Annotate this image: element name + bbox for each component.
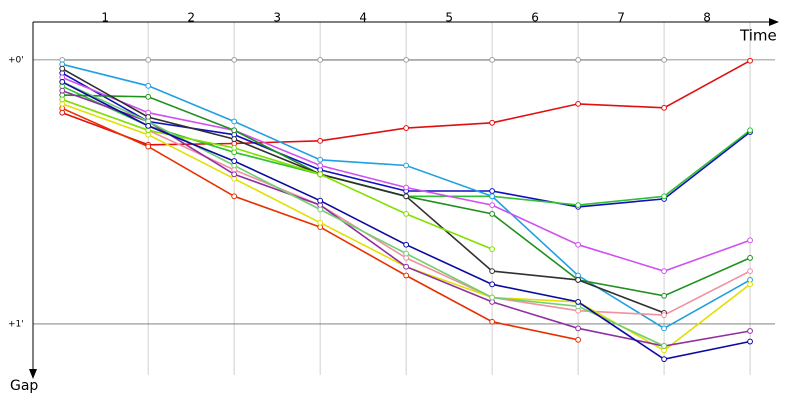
x-tick-label: 2 — [187, 11, 195, 25]
point — [317, 219, 324, 226]
y-tick-label: +0' — [8, 55, 24, 65]
point — [317, 206, 324, 213]
point — [403, 263, 410, 270]
point — [145, 143, 152, 150]
point — [575, 325, 582, 332]
point — [575, 336, 582, 343]
point — [747, 338, 753, 345]
point — [575, 100, 582, 107]
point — [145, 122, 152, 129]
point — [575, 56, 582, 63]
point — [661, 343, 667, 349]
point — [403, 125, 410, 131]
series-line — [61, 68, 665, 314]
point — [145, 93, 152, 100]
point — [231, 171, 238, 178]
point — [317, 197, 324, 204]
y-tick-label: +1' — [8, 319, 24, 329]
point — [231, 56, 238, 63]
point — [661, 356, 667, 363]
point — [403, 184, 410, 191]
point — [489, 56, 496, 63]
x-tick-label: 4 — [359, 11, 367, 25]
point — [747, 237, 753, 244]
point — [317, 56, 324, 63]
point — [403, 250, 410, 257]
x-tick-label: 5 — [445, 11, 453, 25]
point — [575, 202, 582, 209]
point — [489, 119, 496, 126]
point — [489, 268, 496, 275]
point — [747, 328, 753, 334]
point — [317, 162, 324, 169]
point — [231, 193, 238, 200]
point — [575, 241, 582, 248]
point — [661, 104, 667, 111]
point — [489, 318, 496, 325]
point — [403, 56, 410, 63]
point — [661, 193, 667, 200]
point — [145, 56, 152, 63]
point — [231, 136, 238, 142]
point — [403, 211, 410, 217]
point — [317, 156, 324, 163]
x-tick-label: 7 — [617, 11, 625, 25]
point — [661, 325, 667, 332]
point — [59, 96, 66, 103]
point — [317, 171, 324, 178]
point — [145, 82, 152, 89]
point — [231, 144, 238, 151]
point — [59, 78, 66, 85]
x-tick-label: 8 — [703, 11, 711, 25]
point — [403, 272, 410, 279]
point — [661, 56, 667, 63]
x-axis-label: Time — [739, 27, 777, 45]
point — [403, 241, 410, 248]
point — [661, 268, 667, 275]
x-tick-label: 3 — [273, 11, 281, 25]
point — [59, 65, 66, 72]
point — [575, 299, 582, 305]
series-line — [61, 98, 493, 250]
point — [747, 127, 753, 134]
point — [661, 292, 667, 299]
point — [489, 188, 496, 194]
point — [747, 281, 753, 288]
point — [403, 162, 410, 169]
point — [575, 277, 582, 283]
point — [661, 312, 667, 319]
plot — [59, 56, 753, 363]
point — [489, 202, 496, 209]
series-line — [61, 81, 665, 347]
x-tick-label: 6 — [531, 11, 539, 25]
point — [59, 87, 66, 94]
y-axis-label: Gap — [10, 378, 38, 394]
x-tick-label: 1 — [101, 11, 109, 25]
point — [747, 268, 753, 275]
point — [317, 137, 324, 144]
point — [489, 294, 496, 301]
point — [231, 127, 238, 134]
point — [747, 57, 753, 64]
point — [489, 211, 496, 217]
point — [231, 118, 238, 125]
point — [403, 193, 410, 200]
point — [231, 158, 238, 164]
point — [489, 193, 496, 200]
point — [489, 246, 496, 253]
point — [489, 281, 496, 288]
point — [747, 255, 753, 261]
